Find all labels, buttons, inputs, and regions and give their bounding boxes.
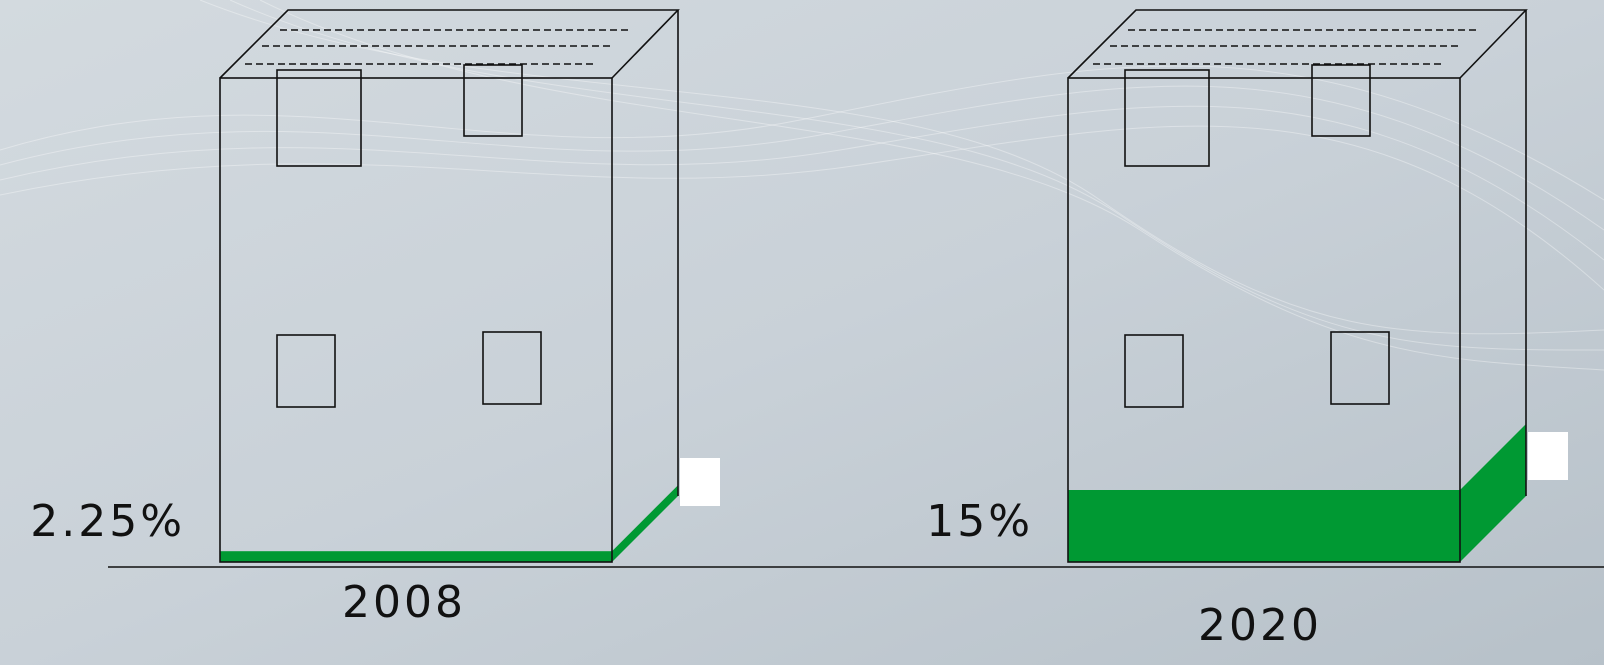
window xyxy=(276,69,362,167)
window xyxy=(1124,334,1184,408)
window xyxy=(1124,69,1210,167)
bar-front xyxy=(1068,490,1460,562)
building-front xyxy=(219,77,613,563)
building-top xyxy=(219,9,680,79)
category-label: 2020 xyxy=(1198,600,1322,651)
value-label: 2.25% xyxy=(30,496,185,547)
window xyxy=(482,331,542,405)
bar-side xyxy=(1460,424,1526,562)
bar-side xyxy=(612,485,678,562)
building-front xyxy=(1067,77,1461,563)
side-panel xyxy=(680,458,720,506)
window xyxy=(1311,64,1371,137)
window xyxy=(463,64,523,137)
category-label: 2008 xyxy=(342,577,466,628)
building-top xyxy=(1067,9,1528,79)
window xyxy=(276,334,336,408)
side-panel xyxy=(1528,432,1568,480)
decorative-waves xyxy=(0,0,1604,370)
bar-front xyxy=(220,551,612,562)
window xyxy=(1330,331,1390,405)
value-label: 15% xyxy=(926,496,1033,547)
